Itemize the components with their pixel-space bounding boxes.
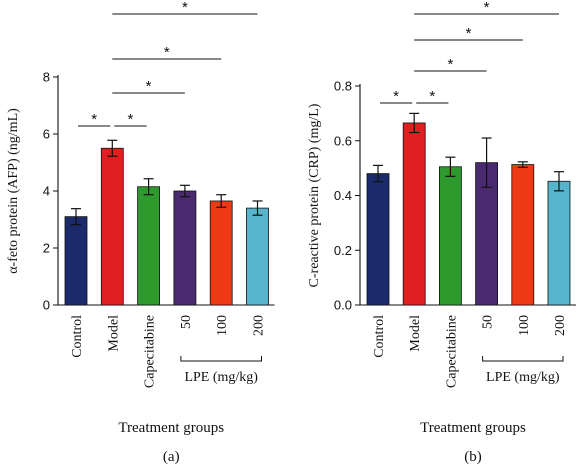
significance-star: * (429, 88, 435, 105)
significance-star: * (466, 25, 472, 42)
y-axis-title: C-reactive protein (CRP) (mg/L) (307, 103, 322, 287)
lpe-group-bracket (482, 356, 564, 362)
panel-label: (a) (163, 449, 180, 465)
y-tick-label: 8 (43, 70, 50, 85)
y-tick-label: 0.0 (334, 298, 352, 313)
panel-label: (b) (464, 449, 482, 465)
chart-panel-b: 0.0 0.2 0.4 0.6 0.8 C-reactive protein (CRP) … (307, 0, 576, 465)
x-tick-label: 50 (481, 315, 496, 329)
bar-control (366, 173, 390, 306)
y-tick-label: 6 (43, 127, 50, 142)
lpe-group-label: LPE (mg/kg) (486, 370, 560, 385)
bar-200 (246, 207, 269, 306)
bar-100 (209, 200, 233, 306)
significance-star: * (484, 0, 490, 16)
significance-star: * (447, 56, 453, 73)
x-tick-label: Model (106, 315, 121, 352)
bar-control (64, 216, 88, 306)
bar-model (100, 147, 124, 306)
y-tick-label: 0.6 (334, 133, 352, 148)
bar-50 (173, 190, 197, 306)
x-tick-label: Control (70, 315, 85, 358)
y-axis-title: α-feto protein (AFP) (ng/mL) (6, 108, 21, 274)
y-tick-label: 0.8 (334, 79, 352, 94)
x-tick-label: Control (372, 315, 387, 358)
y-tick-label: 0.2 (334, 243, 352, 258)
significance-star: * (393, 88, 399, 105)
bar-200 (547, 180, 571, 306)
bar-capecitabine (137, 186, 161, 306)
bar-100 (511, 164, 535, 306)
x-tick-label: Capecitabine (444, 315, 459, 388)
x-axis-title: Treatment groups (420, 420, 526, 436)
x-tick-label: Capecitabine (143, 315, 158, 388)
x-axis-title: Treatment groups (118, 420, 224, 436)
y-tick-label: 0 (43, 298, 50, 313)
significance-star: * (91, 111, 97, 128)
x-tick-label: 100 (517, 315, 532, 336)
significance-star: * (146, 78, 152, 95)
x-tick-label: 200 (553, 315, 568, 336)
x-tick-label: Model (408, 315, 423, 352)
significance-star: * (164, 44, 170, 61)
lpe-group-bracket (180, 356, 262, 362)
y-tick-label: 0.4 (334, 188, 352, 203)
significance-star: * (128, 111, 134, 128)
lpe-group-label: LPE (mg/kg) (184, 370, 258, 385)
y-tick-label: 4 (43, 184, 50, 199)
bar-capecitabine (438, 166, 462, 306)
chart-panel-a: 0 2 4 6 8 α-feto protein (AFP) (ng/mL) Control… (6, 0, 275, 465)
x-tick-label: 50 (179, 315, 194, 329)
significance-star: * (182, 0, 188, 16)
x-tick-label: 100 (215, 315, 230, 336)
y-tick-label: 2 (43, 241, 50, 256)
bar-model (402, 122, 426, 306)
x-tick-label: 200 (252, 315, 267, 336)
